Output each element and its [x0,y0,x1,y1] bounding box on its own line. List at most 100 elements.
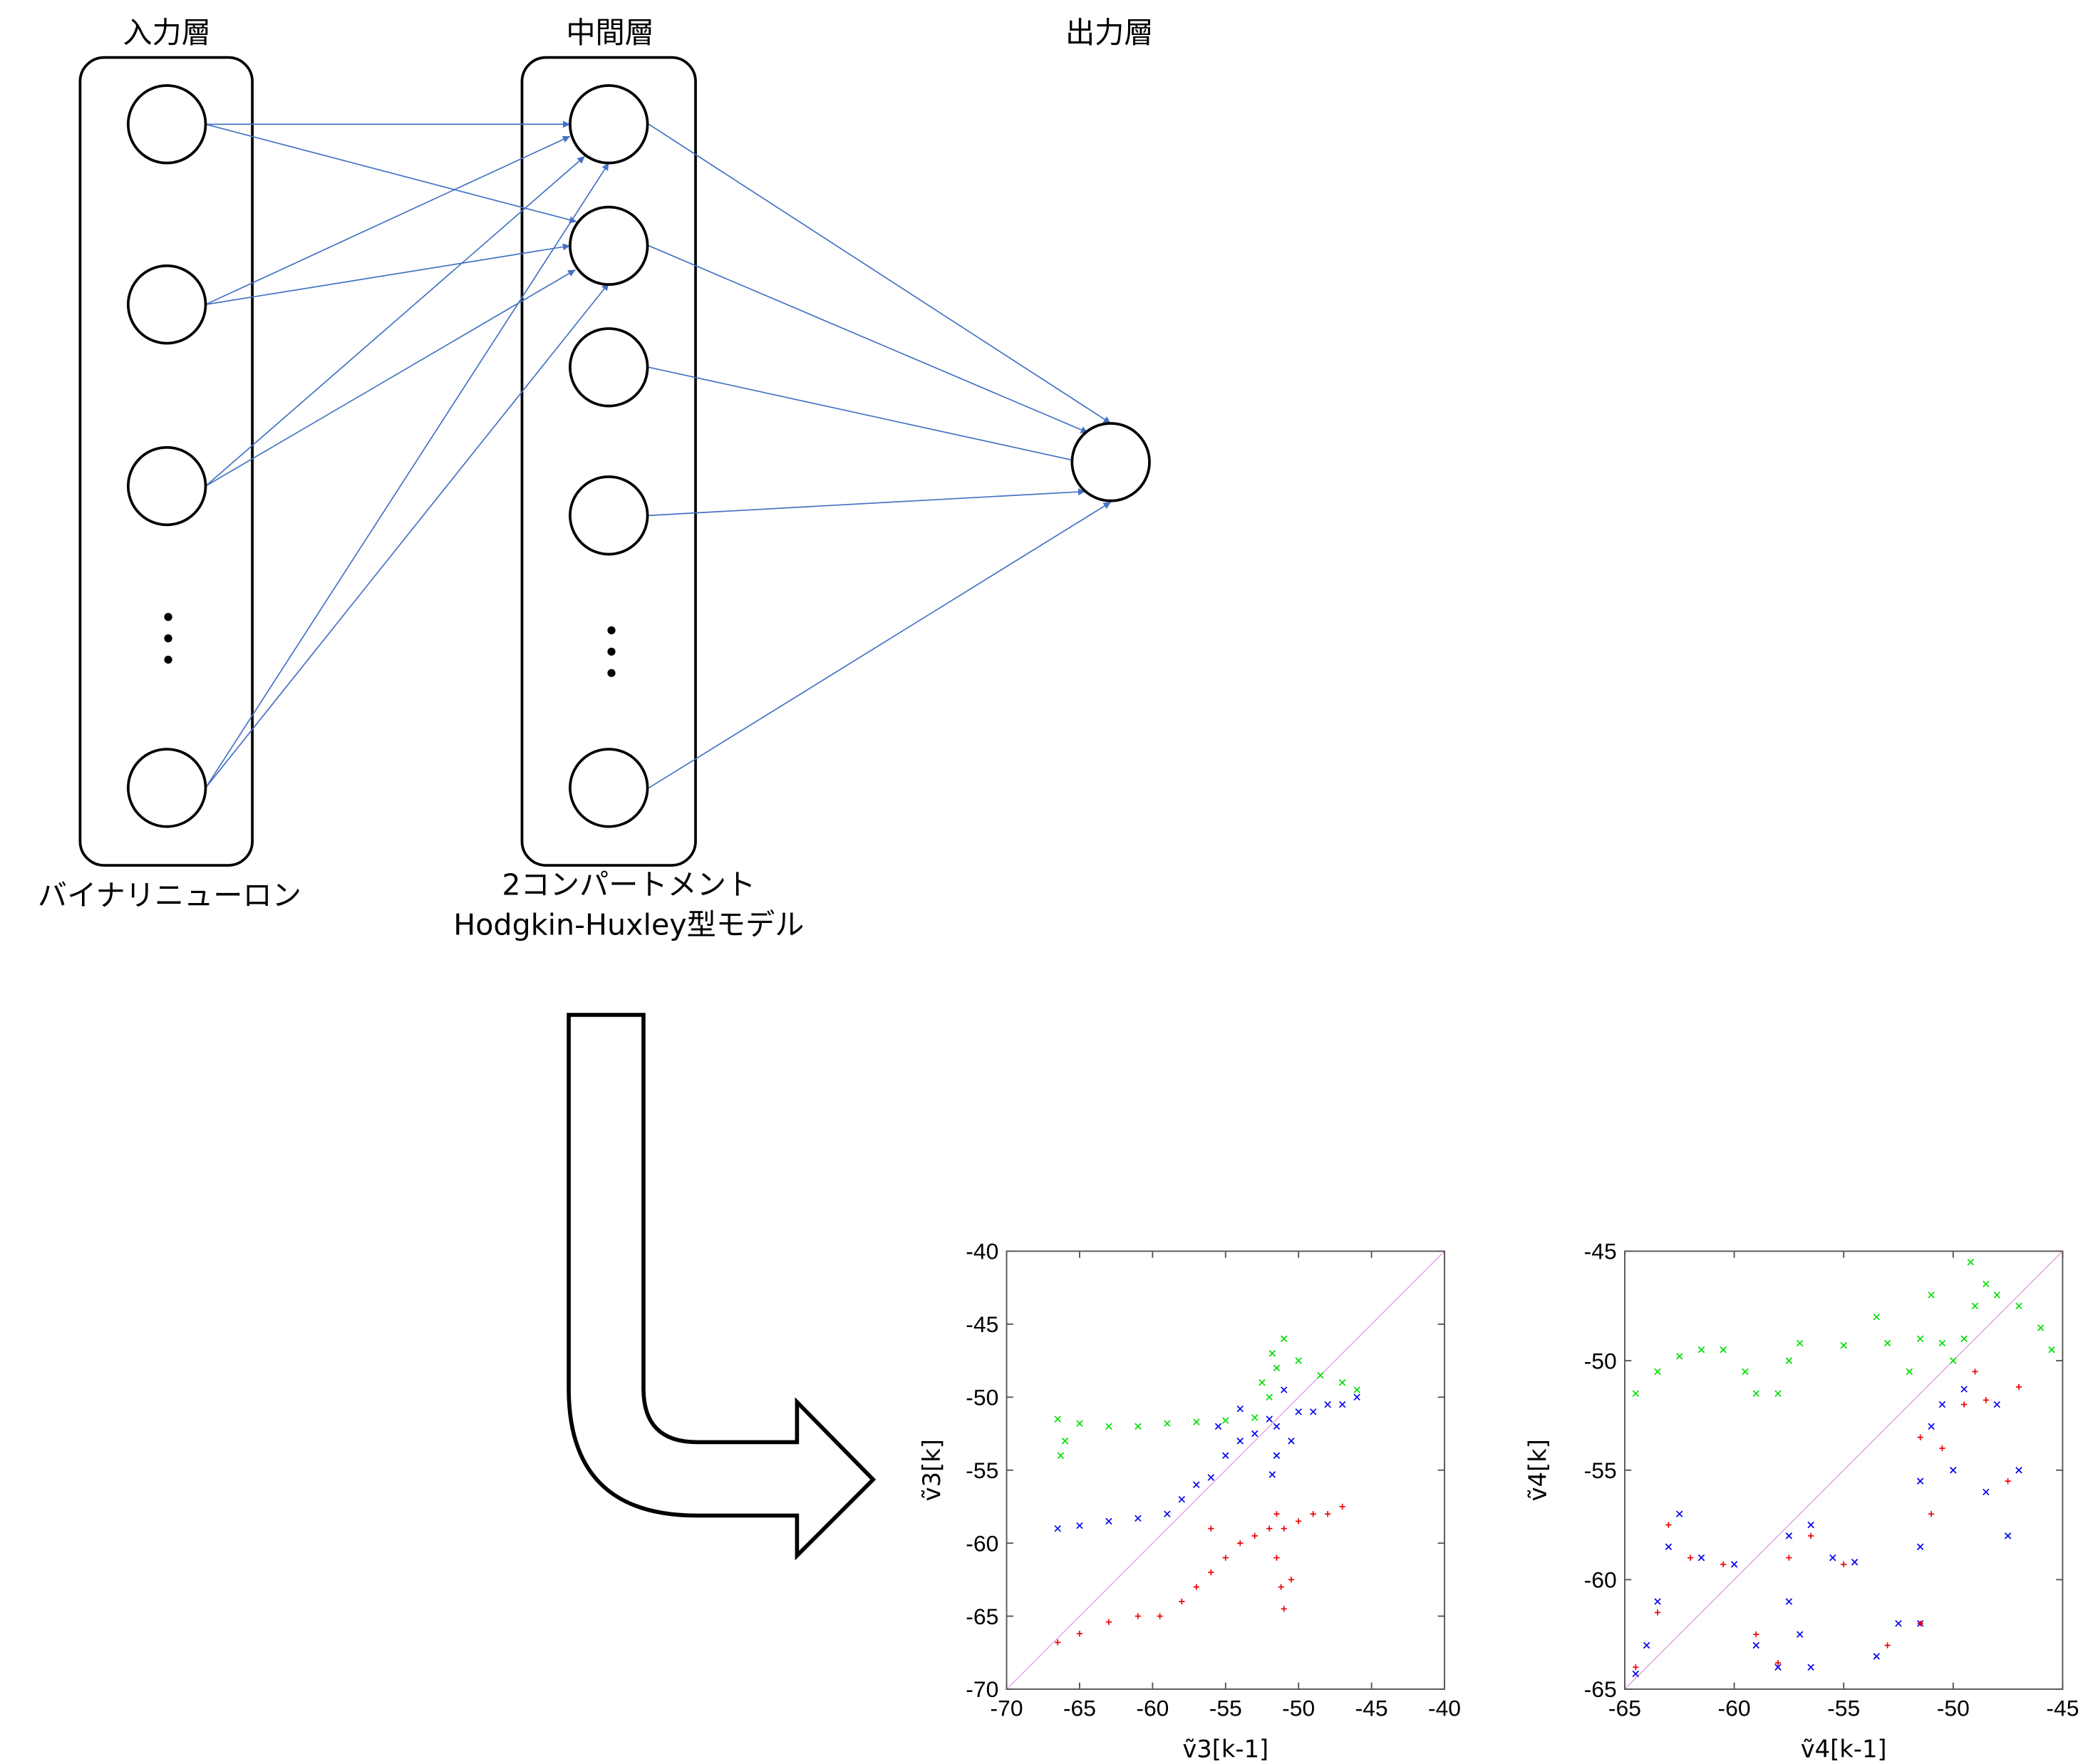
y-tick-label: -50 [1584,1348,1617,1373]
edge [205,163,609,788]
data-point [1222,1417,1229,1424]
data-point [1916,1335,1924,1343]
data-point [2048,1346,2055,1353]
data-point [1076,1631,1083,1637]
data-point [1280,1386,1288,1393]
y-tick-label: -60 [1584,1567,1617,1593]
data-point [1135,1613,1142,1619]
data-point [1251,1430,1259,1438]
data-point [1960,1386,1968,1393]
data-point [1157,1613,1163,1619]
data-point [1983,1488,1990,1496]
data-points [1054,1335,1360,1646]
data-point [1288,1438,1295,1445]
data-point [1338,1401,1346,1408]
edge [648,245,1089,433]
data-point [1633,1664,1639,1671]
data-point [1353,1386,1360,1393]
y-tick-label: -45 [1584,1239,1617,1264]
x-tick-label: -50 [1282,1695,1315,1721]
data-point [1720,1561,1727,1567]
data-point [1278,1584,1284,1590]
x-tick-label: -40 [1428,1695,1461,1721]
y-tick-label: -65 [966,1604,998,1629]
data-point [1179,1598,1185,1605]
data-point [1917,1620,1923,1626]
data-point [1105,1423,1112,1430]
hidden-neuron [569,327,649,408]
data-point [1993,1401,2000,1408]
data-point [1785,1532,1793,1539]
data-point [1310,1511,1316,1517]
y-tick-label: -55 [1584,1458,1617,1483]
data-point [1222,1452,1229,1459]
data-point [1054,1415,1061,1423]
data-point [1939,1445,1945,1452]
data-point [1280,1335,1288,1343]
x-tick-label: -55 [1209,1695,1242,1721]
y-tick-labels: -45 -50 -55 -60 -65 [1584,1239,1617,1702]
data-point [1214,1423,1222,1430]
data-point [1753,1631,1759,1638]
hidden-layer-box [520,56,697,867]
data-point [1807,1664,1814,1671]
data-point [1938,1401,1946,1408]
data-point [1338,1379,1346,1386]
data-point [2015,1383,2022,1391]
data-point [1916,1477,1924,1485]
data-point [1884,1642,1891,1649]
data-point [1164,1420,1171,1427]
edge [205,123,577,224]
data-point [1967,1259,1975,1266]
hidden-neuron [569,748,649,828]
x-tick-label: -45 [2046,1695,2079,1721]
data-point [1829,1554,1836,1562]
hidden-neuron [569,205,649,287]
data-point [1339,1503,1345,1510]
data-point [1632,1390,1640,1397]
y-tick-label: -70 [966,1676,998,1702]
data-point [2015,1302,2022,1310]
data-point [1266,1393,1273,1401]
data-point [2015,1467,2022,1474]
hidden-layer-caption-line1: 2コンパートメント [502,867,755,902]
data-point [1928,1291,1935,1299]
connection-edges [205,120,1112,789]
x-tick-label: -65 [1063,1695,1096,1721]
x-tick-label: -55 [1827,1695,1860,1721]
x-tick-label: -70 [991,1695,1023,1721]
data-point [1193,1584,1199,1590]
data-point [1665,1543,1673,1550]
y-tick-labels: -40 -45 -50 -55 -60 -65 -70 [966,1239,998,1702]
data-point [1236,1405,1244,1413]
data-point [1632,1670,1640,1678]
data-point [1295,1357,1302,1364]
x-tick-labels: -65 -60 -55 -50 -45 [1608,1695,2079,1721]
edge [205,155,586,487]
edge [648,501,1112,789]
data-point [1273,1423,1281,1430]
hidden-layer-title: 中間層 [566,16,654,50]
data-point [1873,1653,1880,1660]
edge [205,135,571,306]
data-point [1268,1350,1276,1357]
data-point [1797,1631,1804,1638]
data-point [1938,1339,1946,1347]
data-point [1720,1346,1727,1353]
data-point [1251,1414,1259,1421]
data-point [1251,1532,1258,1539]
data-point [1076,1522,1083,1530]
input-neuron [126,445,207,527]
reference-line [1006,1250,1445,1690]
data-point [1061,1438,1069,1445]
data-point [1983,1397,1989,1403]
data-point [1309,1408,1317,1415]
data-point [1654,1609,1661,1616]
data-point [1665,1522,1672,1528]
y-tick-label: -50 [966,1385,998,1410]
data-point [1268,1471,1276,1478]
y-tick-label: -40 [966,1239,998,1264]
data-point [1916,1543,1924,1550]
data-point [1993,1291,2000,1299]
data-point [1281,1525,1287,1532]
